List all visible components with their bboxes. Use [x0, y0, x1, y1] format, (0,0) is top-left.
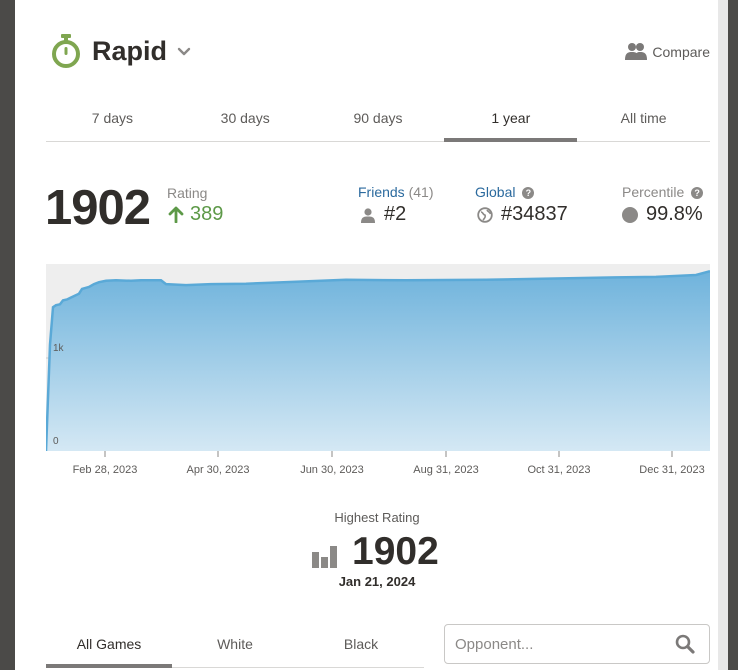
y-tick-1k: 1k [53, 343, 65, 354]
page-title: Rapid [92, 35, 168, 66]
tab-1-year[interactable]: 1 year [444, 100, 577, 142]
header: Rapid [50, 34, 191, 68]
opponent-search [444, 624, 710, 664]
rating-change: 389 [168, 203, 223, 226]
current-rating: 1902 [45, 181, 151, 235]
x-tick-label: Aug 31, 2023 [413, 464, 478, 476]
tab-black[interactable]: Black [343, 636, 379, 652]
arrow-up-icon [168, 206, 184, 223]
bar-chart-icon [312, 546, 337, 568]
help-icon[interactable]: ? [522, 187, 535, 199]
rating-chart[interactable]: 1k 0 Feb 28, 2023 Apr 30, 2023 Jun 30, 202… [46, 264, 710, 484]
time-range-tabs: 7 days 30 days 90 days 1 year All time [46, 100, 710, 142]
tab-7-days[interactable]: 7 days [91, 110, 134, 126]
tab-white[interactable]: White [217, 636, 253, 652]
percentile: 99.8% [622, 203, 703, 226]
global-rank: #34837 [477, 203, 568, 226]
highest-rating-value: 1902 [352, 530, 439, 573]
friends-label: Friends (41) [358, 184, 433, 200]
x-tick-label: Dec 31, 2023 [639, 464, 704, 476]
percentile-circle-icon [622, 206, 638, 223]
tab-all-time[interactable]: All time [620, 110, 667, 126]
x-tick-label: Apr 30, 2023 [187, 464, 250, 476]
opponent-input[interactable] [445, 625, 675, 663]
user-icon [361, 207, 375, 223]
y-tick-0: 0 [53, 436, 59, 447]
rating-change-value: 389 [190, 203, 224, 225]
help-icon[interactable]: ? [691, 187, 704, 199]
highest-rating: 1902 [312, 530, 439, 574]
game-color-tabs: All Games White Black [46, 624, 424, 668]
friends-count: (41) [408, 184, 434, 200]
global-label: Global ? [475, 184, 535, 200]
x-tick-label: Jun 30, 2023 [300, 464, 364, 476]
rating-line [46, 269, 710, 452]
friends-link[interactable]: Friends [358, 184, 405, 200]
x-tick-label: Oct 31, 2023 [528, 464, 591, 476]
rating-area [46, 271, 710, 451]
friends-rank: #2 [360, 203, 406, 226]
global-link[interactable]: Global [475, 184, 516, 200]
scrollbar[interactable] [718, 0, 728, 670]
chevron-down-icon[interactable] [177, 47, 191, 57]
stopwatch-icon [52, 34, 80, 68]
compare-button[interactable]: Compare [625, 42, 710, 61]
compare-label: Compare [652, 43, 710, 60]
percentile-label-text: Percentile [622, 184, 685, 200]
tab-90-days[interactable]: 90 days [353, 110, 403, 126]
rating-label: Rating [167, 185, 208, 201]
friends-rank-value: #2 [384, 203, 407, 225]
x-tick-label: Feb 28, 2023 [73, 464, 138, 476]
users-icon [625, 43, 648, 60]
tab-all-games[interactable]: All Games [46, 624, 172, 668]
rating-chart-svg: 1k 0 Feb 28, 2023 Apr 30, 2023 Jun 30, 202… [46, 264, 710, 476]
stats-panel: Rapid Compare 7 days 30 days 90 days 1 y… [15, 0, 728, 670]
search-icon[interactable] [675, 634, 695, 654]
tab-30-days[interactable]: 30 days [220, 110, 270, 126]
highest-rating-date: Jan 21, 2024 [338, 574, 416, 589]
highest-rating-label: Highest Rating [334, 510, 420, 525]
percentile-label: Percentile ? [622, 184, 704, 200]
percentile-value: 99.8% [646, 203, 703, 225]
globe-icon [477, 206, 493, 223]
global-rank-value: #34837 [501, 203, 568, 225]
